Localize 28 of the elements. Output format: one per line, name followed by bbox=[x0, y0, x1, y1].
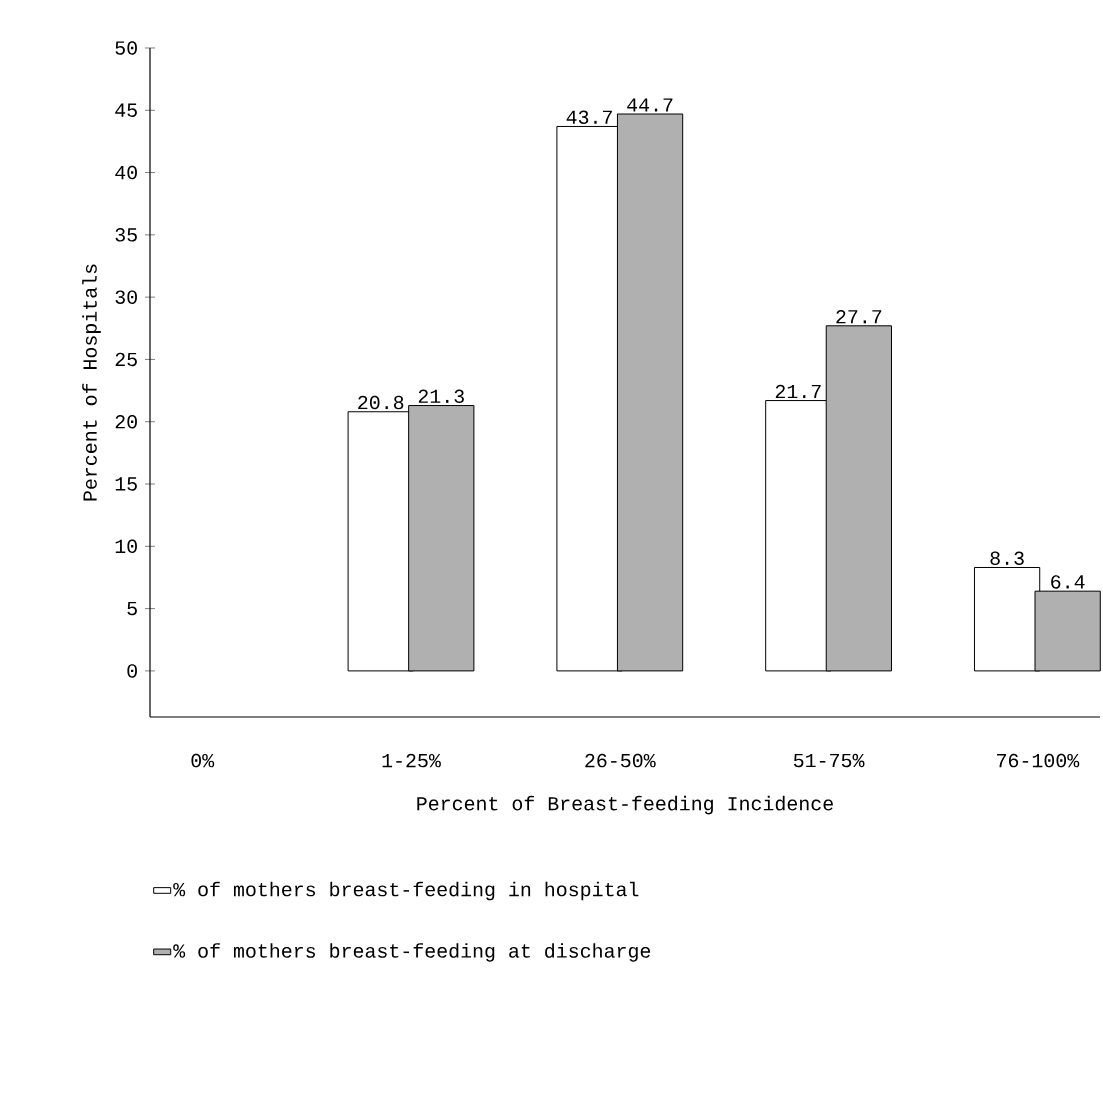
data-label: 27.7 bbox=[836, 309, 882, 324]
x-tick-label: 26-50% bbox=[585, 753, 656, 768]
y-tick-label: 20 bbox=[115, 414, 137, 429]
y-axis-title: Percent of Hospitals bbox=[82, 264, 101, 501]
data-label: 44.7 bbox=[627, 98, 673, 112]
y-tick-label: 45 bbox=[115, 103, 137, 117]
data-label: 8.3 bbox=[990, 551, 1024, 565]
data-label: 21.3 bbox=[418, 389, 464, 404]
data-label: 20.8 bbox=[358, 395, 404, 410]
y-tick-label: 40 bbox=[115, 165, 137, 180]
y-tick-label: 30 bbox=[115, 290, 137, 304]
y-tick-label: 5 bbox=[127, 601, 137, 616]
y-tick-label: 0 bbox=[127, 664, 137, 678]
y-tick-label: 25 bbox=[115, 352, 137, 367]
y-tick-label: 10 bbox=[115, 539, 137, 554]
data-label: 6.4 bbox=[1051, 575, 1085, 589]
data-label: 43.7 bbox=[566, 110, 612, 124]
x-tick-label: 0% bbox=[191, 753, 215, 768]
x-tick-label: 76-100% bbox=[997, 753, 1080, 768]
data-label: 21.7 bbox=[775, 384, 821, 399]
y-tick-label: 35 bbox=[115, 228, 137, 242]
x-tick-label: 1-25% bbox=[382, 753, 441, 768]
y-tick-label: 50 bbox=[115, 41, 137, 55]
legend-label: % of mothers breast-feeding in hospital bbox=[173, 881, 639, 901]
x-axis-title: Percent of Breast-feeding Incidence bbox=[417, 795, 833, 815]
y-tick-label: 15 bbox=[115, 477, 137, 491]
legend-label: % of mothers breast-feeding at discharge bbox=[173, 943, 651, 962]
x-tick-label: 51-75% bbox=[793, 753, 865, 768]
